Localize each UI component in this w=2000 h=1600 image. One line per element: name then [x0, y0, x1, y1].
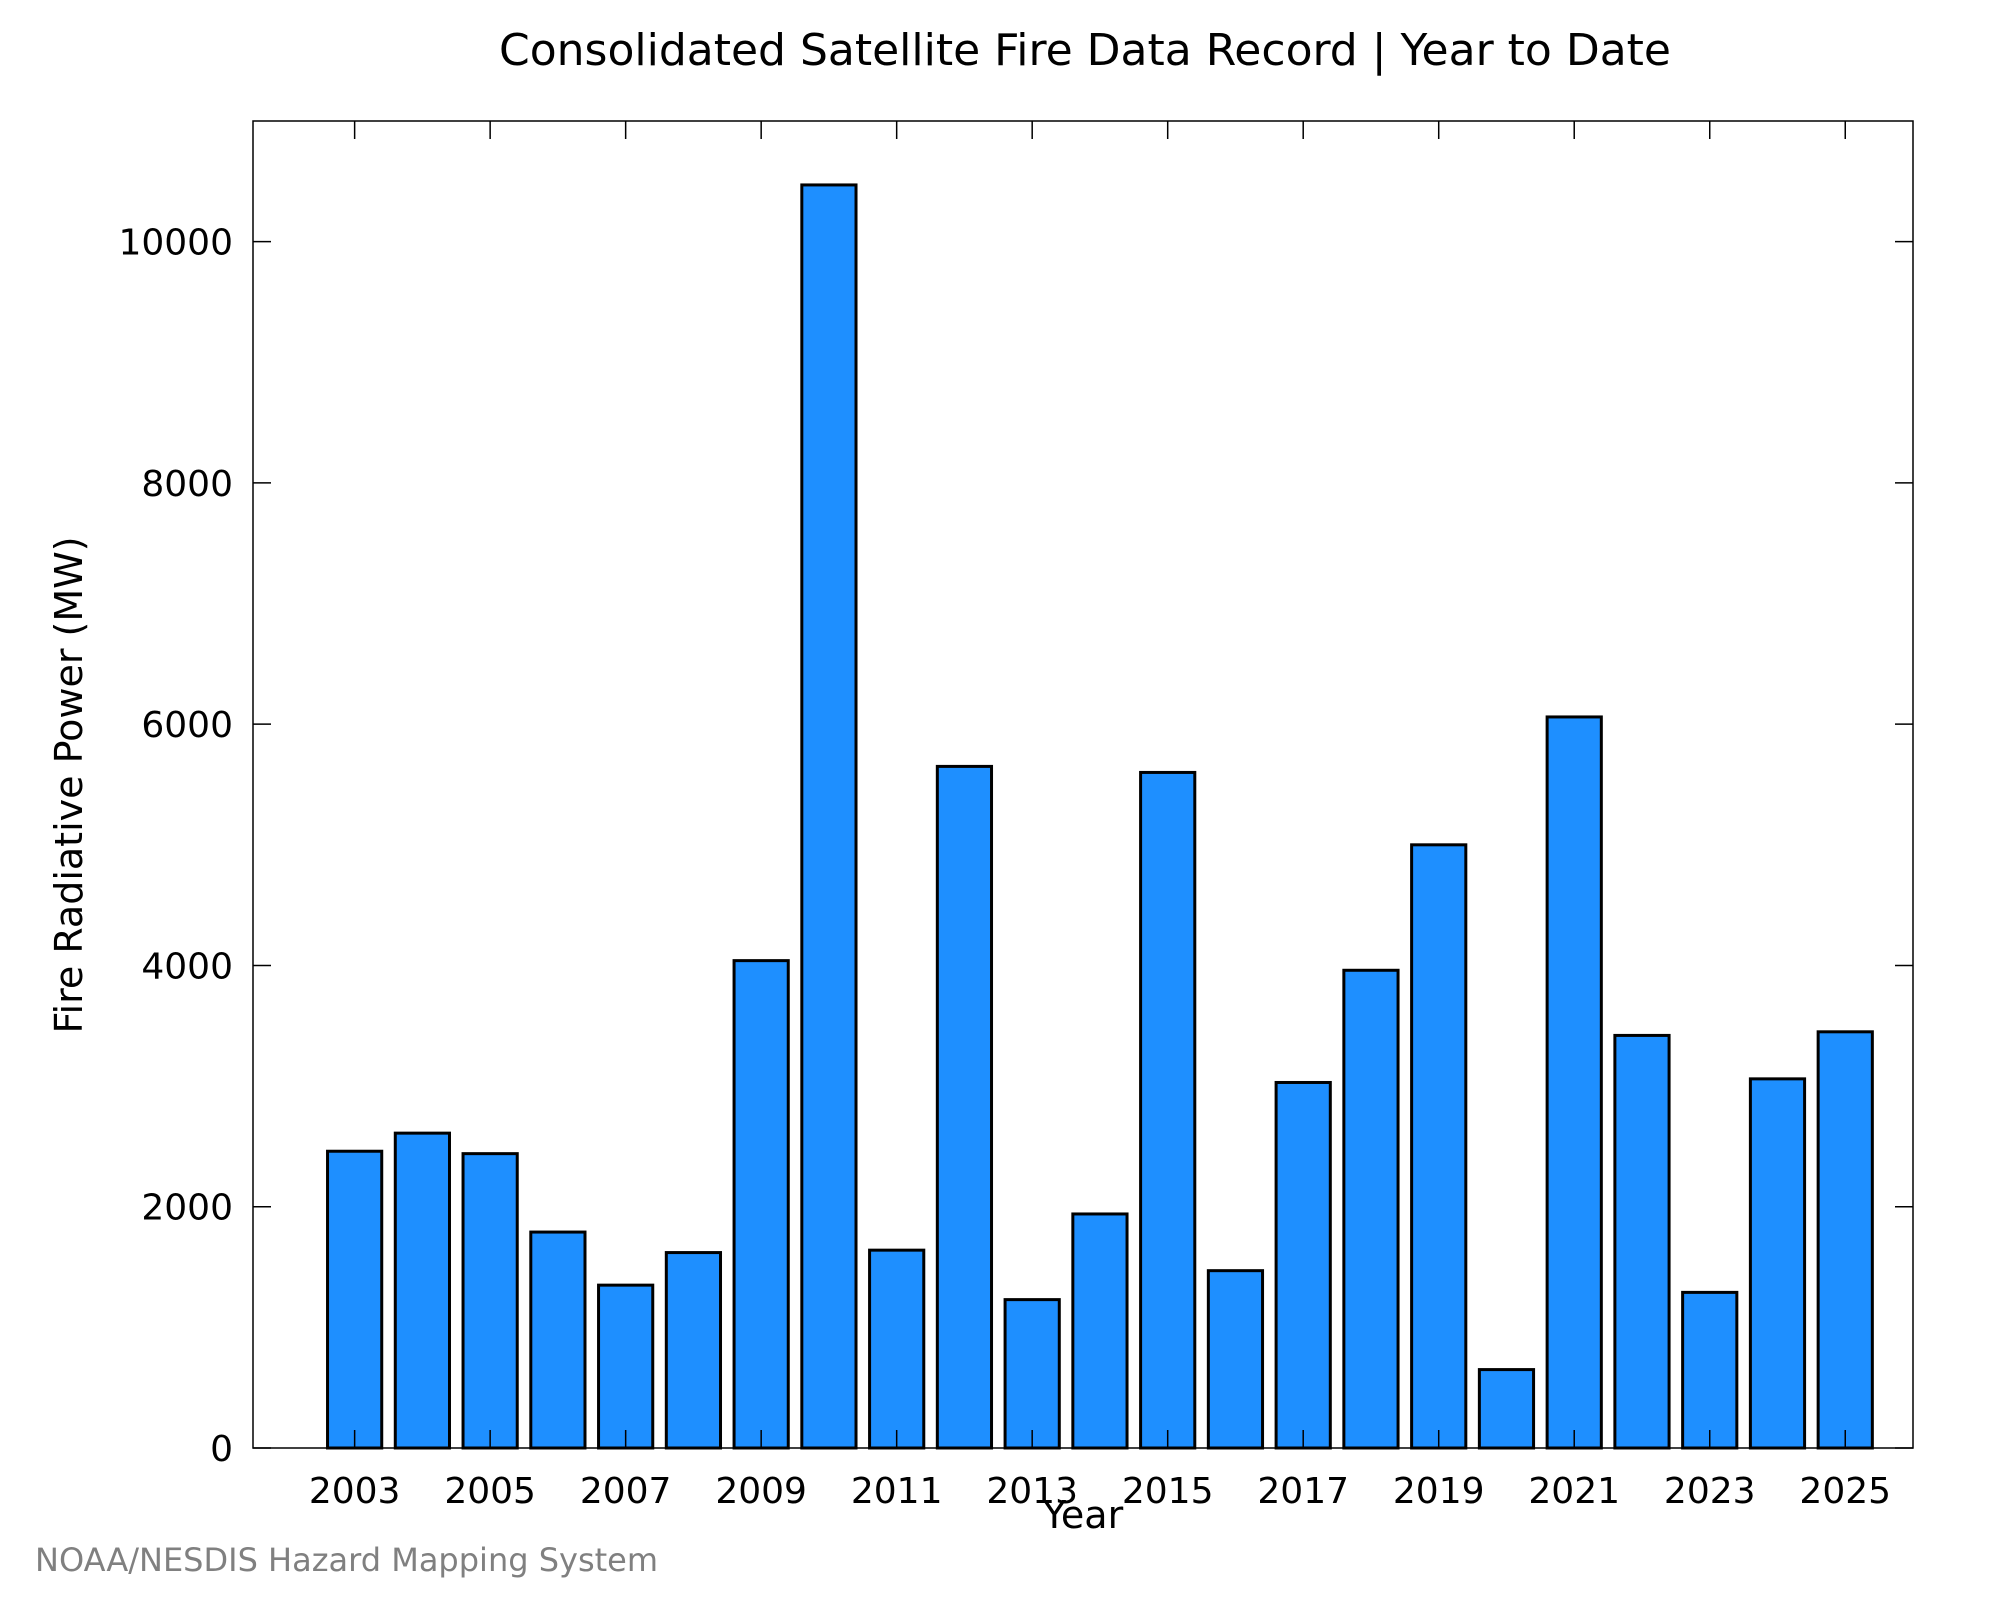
plot-frame	[252, 120, 1914, 1449]
footer-credit: NOAA/NESDIS Hazard Mapping System	[35, 1541, 658, 1579]
x-tick-label-2021: 2021	[1528, 1471, 1620, 1512]
x-tick-label-2011: 2011	[851, 1471, 943, 1512]
x-tick-label-2015: 2015	[1122, 1471, 1214, 1512]
x-tick-label-2005: 2005	[444, 1471, 536, 1512]
bar-2023	[1681, 1290, 1739, 1450]
bar-2013	[1003, 1298, 1061, 1450]
bar-2008	[664, 1251, 723, 1450]
x-tick-label-2003: 2003	[309, 1471, 401, 1512]
x-tick-label-2017: 2017	[1257, 1471, 1349, 1512]
x-tick-label-2013: 2013	[986, 1471, 1078, 1512]
x-tick-label-2019: 2019	[1393, 1471, 1485, 1512]
y-tick-label-10000: 10000	[118, 223, 233, 264]
bar-2019	[1410, 843, 1468, 1450]
bar-2010	[800, 183, 858, 1450]
bar-2016	[1206, 1269, 1265, 1450]
x-tick-label-2025: 2025	[1799, 1471, 1891, 1512]
chart-title: Consolidated Satellite Fire Data Record …	[499, 25, 1671, 76]
bar-2003	[326, 1149, 384, 1450]
x-axis-label: Year	[1042, 1493, 1124, 1537]
y-tick-label-8000: 8000	[141, 464, 233, 505]
y-tick-label-0: 0	[210, 1429, 233, 1470]
bar-2017	[1274, 1080, 1332, 1450]
y-tick-label-6000: 6000	[141, 705, 233, 746]
bar-2007	[597, 1283, 655, 1450]
bar-2004	[393, 1131, 451, 1450]
bar-2022	[1613, 1033, 1671, 1450]
x-tick-label-2023: 2023	[1664, 1471, 1756, 1512]
bar-2015	[1139, 770, 1197, 1450]
ticks-group: 0 2000 4000 6000 8000 10000 2003 2005 2007 2009 20…	[118, 121, 1913, 1512]
y-tick-label-2000: 2000	[141, 1188, 233, 1229]
bar-2021	[1545, 715, 1603, 1450]
bars-group	[326, 183, 1874, 1450]
bar-2012	[935, 764, 994, 1450]
bar-2014	[1071, 1212, 1129, 1450]
bar-2024	[1748, 1077, 1807, 1450]
y-tick-label-4000: 4000	[141, 946, 233, 987]
x-tick-label-2009: 2009	[715, 1471, 807, 1512]
bar-2025	[1816, 1030, 1874, 1450]
y-axis-label: Fire Radiative Power (MW)	[47, 536, 91, 1033]
bar-2020	[1477, 1368, 1536, 1450]
x-tick-label-2007: 2007	[580, 1471, 672, 1512]
bar-2006	[529, 1230, 587, 1450]
bar-2005	[461, 1152, 519, 1450]
bar-2018	[1342, 968, 1400, 1450]
bar-2011	[868, 1248, 926, 1450]
bar-2009	[732, 959, 790, 1450]
